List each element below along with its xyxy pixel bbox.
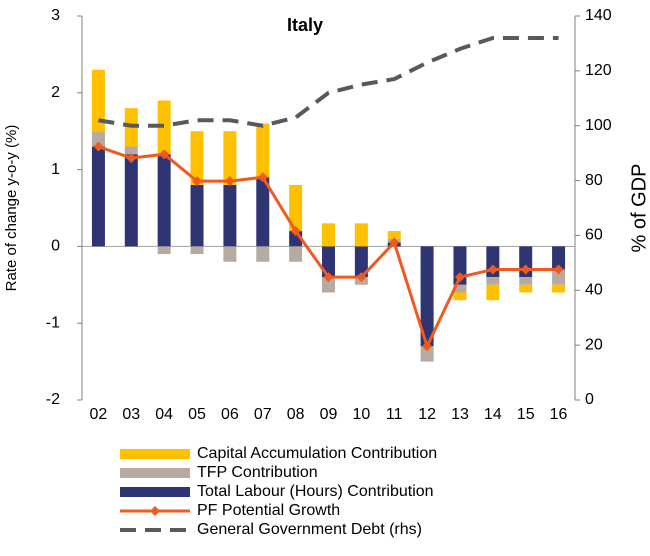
marker [356, 272, 367, 283]
x-tick-label: 15 [517, 406, 535, 423]
x-tick-label: 16 [550, 406, 568, 423]
legend-marker [150, 506, 160, 516]
legend-label: Capital Accumulation Contribution [197, 445, 437, 462]
bar [387, 231, 401, 239]
y2-tick-label: 40 [585, 282, 603, 299]
legend-label: TFP Contribution [197, 464, 318, 481]
y-tick-label: -1 [46, 314, 60, 331]
x-tick-label: 03 [122, 406, 140, 423]
bar [124, 154, 138, 247]
y2-axis-label: % of GDP [628, 164, 650, 253]
bar [91, 146, 105, 247]
x-tick-label: 11 [386, 406, 403, 423]
marker [323, 272, 334, 283]
bar [190, 131, 204, 185]
marker [159, 149, 170, 160]
y2-tick-label: 60 [585, 227, 603, 244]
bar [157, 246, 171, 255]
y-tick-label: 1 [51, 161, 60, 178]
chart-title: Italy [287, 15, 323, 35]
y-tick-label: 0 [51, 238, 60, 255]
bar [453, 292, 467, 301]
bar [223, 246, 237, 262]
bar [552, 284, 566, 293]
bar [223, 184, 237, 247]
y-tick-label: -2 [46, 391, 60, 408]
bar [486, 277, 500, 285]
marker [520, 264, 531, 275]
y2-tick-label: 20 [585, 336, 603, 353]
x-tick-label: 12 [418, 406, 436, 423]
bar [91, 69, 105, 132]
x-tick-label: 14 [484, 406, 502, 423]
marker [224, 176, 235, 187]
legend-label: PF Potential Growth [197, 502, 340, 519]
bar [420, 346, 434, 362]
legend-swatch [120, 468, 190, 478]
line [98, 35, 559, 128]
bar [223, 131, 237, 185]
y2-tick-label: 80 [585, 172, 603, 189]
bar [519, 277, 533, 285]
bar [453, 284, 467, 293]
bar [256, 177, 270, 247]
x-tick-label: 10 [352, 406, 370, 423]
bar [190, 184, 204, 247]
legend-label: General Government Debt (rhs) [197, 521, 422, 538]
x-tick-label: 09 [320, 406, 338, 423]
bar [190, 246, 204, 255]
bar [354, 246, 368, 278]
y2-tick-label: 140 [585, 7, 612, 24]
marker [487, 264, 498, 275]
bar [354, 223, 368, 247]
bar [91, 131, 105, 147]
legend-swatch [120, 487, 190, 497]
bar [552, 269, 566, 285]
x-tick-label: 06 [221, 406, 239, 423]
bar [256, 246, 270, 262]
y2-tick-label: 100 [585, 117, 612, 134]
bar [322, 246, 335, 278]
x-tick-label: 08 [287, 406, 305, 423]
bar [157, 100, 171, 155]
marker [257, 172, 268, 183]
marker [93, 141, 104, 152]
marker [389, 237, 400, 248]
bar [157, 154, 171, 247]
bar [552, 246, 566, 270]
marker [422, 341, 433, 352]
y-tick-label: 3 [51, 7, 60, 24]
legend-swatch [120, 449, 190, 459]
marker [192, 176, 203, 187]
x-tick-label: 13 [451, 406, 469, 423]
bar [289, 184, 303, 232]
bar [124, 146, 138, 155]
bar [322, 223, 335, 247]
x-tick-label: 05 [188, 406, 206, 423]
bar [256, 123, 270, 178]
bar [420, 246, 434, 347]
y2-tick-label: 0 [585, 391, 594, 408]
x-tick-label: 02 [90, 406, 108, 423]
marker [553, 264, 564, 275]
x-tick-label: 07 [254, 406, 272, 423]
bar [289, 246, 303, 262]
y-axis-label: Rate of change y-o-y (%) [3, 125, 20, 292]
legend-label: Total Labour (Hours) Contribution [197, 483, 434, 500]
y2-tick-label: 120 [585, 62, 612, 79]
marker [126, 153, 137, 164]
bar [519, 284, 533, 293]
y-tick-label: 2 [51, 84, 60, 101]
marker [290, 226, 301, 237]
marker [454, 272, 465, 283]
bar [486, 284, 500, 301]
bar [322, 277, 335, 293]
x-tick-label: 04 [155, 406, 173, 423]
